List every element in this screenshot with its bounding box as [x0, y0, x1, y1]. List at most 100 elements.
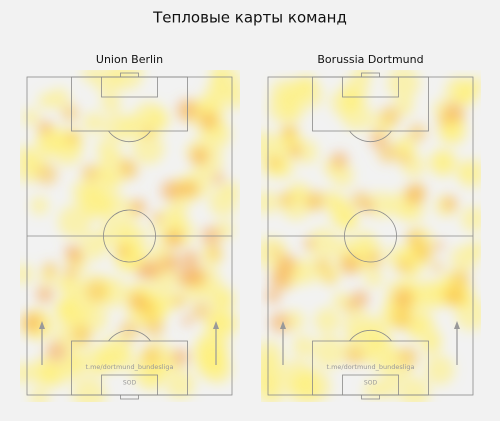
watermark: t.me/dortmund_bundesliga	[85, 363, 173, 371]
panel-title: Borussia Dortmund	[317, 53, 423, 66]
heat-blob	[460, 206, 481, 232]
heat-blob	[363, 380, 383, 399]
heat-blob	[164, 229, 184, 248]
heat-blob	[426, 331, 444, 349]
heat-blob	[35, 285, 54, 304]
pitch-line	[361, 72, 380, 78]
heat-blob	[434, 240, 445, 251]
heat-blob	[117, 245, 130, 258]
heat-blob	[431, 261, 444, 273]
arrow-head	[454, 321, 460, 329]
heat-blob	[64, 244, 81, 260]
heat-blob	[221, 180, 240, 199]
heat-blob	[278, 191, 294, 208]
heat-blob	[267, 93, 297, 123]
arrow-head	[213, 321, 219, 329]
heat-blob	[314, 307, 341, 334]
heat-blob	[391, 308, 413, 330]
heat-blob	[269, 157, 280, 168]
pitch-line	[120, 72, 139, 78]
heat-blob	[22, 312, 43, 333]
heat-blob	[172, 295, 186, 308]
heat-blob	[466, 240, 481, 259]
heat-blob	[152, 212, 163, 223]
heat-blob	[130, 198, 147, 215]
heat-blob	[81, 346, 111, 376]
pitch-panel: Union Berlin t.me/dortmund_bundesliga SOD	[20, 53, 240, 402]
heat-blob	[65, 266, 77, 278]
heat-blob	[42, 261, 59, 278]
heat-blob	[215, 291, 235, 311]
heat-blob	[442, 196, 457, 211]
heat-blob	[96, 137, 120, 162]
heat-blob	[208, 246, 222, 261]
heat-blob	[180, 250, 200, 270]
heat-blob	[292, 335, 315, 358]
heat-blob	[128, 292, 146, 309]
heat-blob	[331, 164, 355, 188]
pitch-lines	[26, 72, 233, 400]
heat-blob	[364, 268, 383, 288]
heat-blob	[135, 262, 153, 280]
heat-blob	[261, 131, 280, 159]
heat-blob	[344, 345, 365, 366]
heat-blob	[104, 344, 131, 371]
heat-blob	[437, 113, 451, 127]
heat-blob	[407, 183, 426, 202]
heat-blob	[429, 148, 458, 177]
logo-text: SOD	[364, 380, 378, 387]
heat-blob	[351, 190, 371, 211]
heat-blob	[364, 251, 383, 269]
heat-blob	[380, 105, 401, 127]
heat-blob	[364, 337, 397, 370]
heat-blob	[65, 130, 80, 145]
heat-blob	[71, 324, 92, 345]
heat-blob	[167, 201, 188, 221]
pitch-line	[361, 394, 380, 400]
heat-blob	[395, 96, 415, 116]
heat-blob	[191, 301, 211, 321]
heat-blob	[281, 124, 297, 140]
heat-blob	[269, 312, 291, 333]
heatmap	[20, 70, 240, 402]
heat-blob	[105, 192, 126, 212]
heat-blob	[396, 258, 412, 274]
heat-blob	[48, 87, 70, 109]
heat-blob	[194, 331, 229, 366]
heat-blob	[303, 238, 315, 250]
penalty-arc	[349, 130, 392, 143]
logo-text: SOD	[123, 380, 137, 387]
heat-blob	[442, 120, 467, 145]
heat-blob	[182, 181, 199, 197]
heat-blob	[288, 144, 302, 158]
heat-blob	[57, 204, 92, 239]
arrow-head	[39, 321, 45, 329]
penalty-arc	[108, 130, 151, 143]
heat-blob	[339, 254, 361, 275]
heat-blob	[413, 242, 434, 262]
heat-blob	[400, 198, 425, 223]
heat-blob	[367, 191, 394, 219]
heat-blob	[405, 229, 424, 248]
heat-blob	[85, 280, 108, 303]
heat-blob	[20, 157, 42, 184]
heat-blob	[377, 142, 399, 163]
page-title: Тепловые карты команд	[152, 9, 347, 27]
heat-blob	[387, 70, 421, 100]
heat-blob	[319, 190, 340, 211]
heat-blob	[132, 132, 165, 165]
heat-blob	[186, 267, 207, 287]
heat-blob	[160, 252, 181, 273]
heat-blob	[142, 371, 162, 392]
heat-blob	[261, 190, 279, 215]
heat-blob	[98, 277, 128, 308]
heat-blob	[313, 336, 346, 369]
heat-blob	[212, 172, 225, 185]
heat-blob	[37, 120, 53, 135]
heat-blob	[30, 196, 49, 216]
heat-blob	[276, 254, 297, 275]
center-circle	[103, 209, 156, 263]
heat-blob	[160, 180, 182, 201]
penalty-arc	[108, 329, 151, 342]
